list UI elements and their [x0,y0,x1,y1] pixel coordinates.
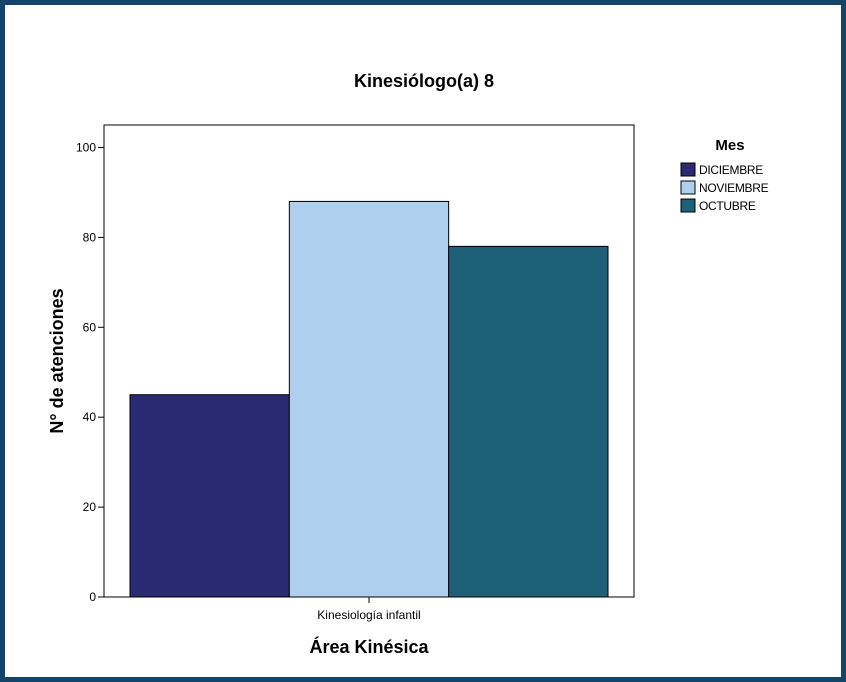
y-tick-label: 100 [76,140,96,154]
x-axis: Kinesiología infantil [317,597,421,622]
bar-diciembre [129,394,290,598]
bar-octubre [448,245,609,598]
y-tick-label: 80 [83,230,97,244]
legend-swatch-octubre [680,198,696,213]
y-tick-label: 60 [83,320,97,334]
x-tick-label: Kinesiología infantil [317,608,420,622]
x-axis-title: Área Kinésica [309,636,429,657]
chart-title: Kinesiólogo(a) 8 [354,71,494,91]
legend-swatch-diciembre [680,162,696,177]
legend-swatch-noviembre [680,180,696,195]
y-tick-label: 0 [89,590,96,604]
bar-noviembre [288,200,450,598]
legend-label-diciembre: DICIEMBRE [699,163,763,177]
y-axis-title: N° de atenciones [47,288,67,433]
y-tick-label: 40 [83,410,97,424]
legend-label-noviembre: NOVIEMBRE [699,181,769,195]
y-axis: 0 20 40 60 80 100 [76,140,104,604]
legend-label-octubre: OCTUBRE [699,199,756,213]
legend-title: Mes [715,137,744,154]
legend: Mes DICIEMBRE NOVIEMBRE OCTUBRE [680,137,769,213]
y-tick-label: 20 [83,500,97,514]
bars-group [129,200,609,598]
